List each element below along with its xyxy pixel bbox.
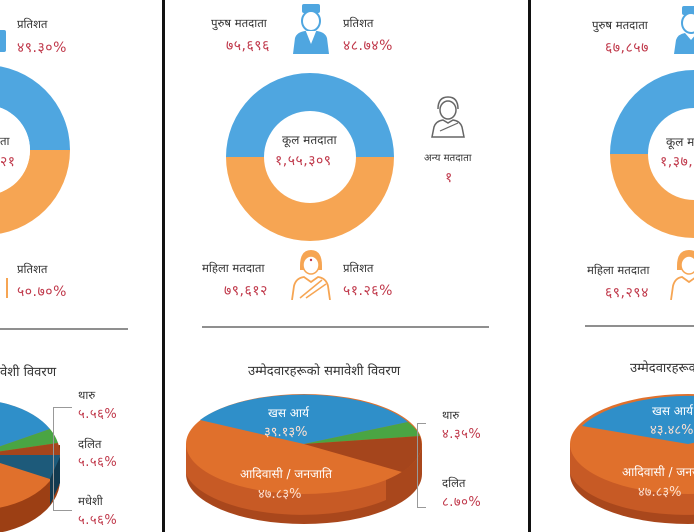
total-voters-label: कूल मतदाता [282, 133, 337, 147]
inclusion-title: वेशी विवरण [0, 365, 57, 380]
other-voters-label: अन्य मतदाता [424, 153, 472, 164]
panel-left: प्रतिशत ४९.३०% ता २१ प्रतिशत ५०.७०% वेशी… [0, 0, 163, 532]
female-voters-label: महिला मतदाता [202, 261, 265, 275]
callout-madhesi-value: ५.५६% [78, 513, 118, 528]
other-voters-count: १ [445, 170, 453, 186]
female-voter-icon [670, 250, 694, 300]
female-percent-label: प्रतिशत [17, 262, 48, 276]
callout-bracket [53, 407, 72, 511]
female-voters-count: ७९,६१२ [224, 283, 268, 299]
inclusion-pie-chart [570, 394, 694, 524]
inclusion-title: उम्मेदवारहरूको समावेशी विवरण [630, 361, 694, 376]
callout-tharu-label: थारु [78, 388, 96, 402]
slice-adivasi-value: ४७.८३% [258, 487, 302, 502]
total-voters-value: १,५५,३०९ [275, 153, 332, 169]
male-voter-icon [0, 30, 6, 52]
female-percent-value: ५१.२६% [343, 283, 393, 299]
slice-adivasi-label: आदिवासी / जनजाति [240, 467, 332, 481]
slice-khas-arya-value: ४३.४८% [650, 423, 694, 438]
female-percent-label: प्रतिशत [343, 261, 374, 275]
slice-dalit [304, 436, 422, 472]
female-voters-label: महिला मतदाता [587, 263, 650, 277]
other-voter-icon [431, 96, 465, 138]
male-voter-icon [674, 6, 694, 54]
female-slice [610, 154, 694, 238]
voter-donut-chart [0, 66, 70, 234]
section-divider [202, 326, 489, 328]
callout-tharu-label: थारु [442, 408, 460, 422]
male-slice [0, 66, 70, 150]
male-voter-icon [293, 4, 329, 54]
callout-tharu-value: ५.५६% [78, 407, 118, 422]
section-divider [585, 325, 694, 327]
slice-khas-arya [582, 395, 694, 444]
male-voters-label: पुरुष मतदाता [592, 18, 648, 32]
male-voters-label: पुरुष मतदाता [211, 16, 267, 30]
total-voters-label: कूल मतदाता [666, 135, 694, 149]
male-percent-value: ४९.३०% [17, 40, 67, 56]
inclusion-pie-chart [186, 394, 422, 524]
callout-dalit-label: दलित [78, 437, 102, 451]
slice-khas-arya-label: खस आर्य [268, 406, 309, 420]
callout-madhesi-label: मधेशी [78, 494, 103, 508]
panel-divider [162, 0, 165, 532]
male-voters-count: ६७,८५७ [605, 40, 649, 56]
callout-dalit-value: ५.५६% [78, 455, 118, 470]
panel-center: पुरुष मतदाता ७५,६९६ प्रतिशत ४८.७४% कूल म… [166, 0, 528, 532]
male-voters-count: ७५,६९६ [226, 38, 270, 54]
slice-khas-arya [200, 394, 408, 444]
callout-dalit-label: दलित [442, 476, 466, 490]
slice-adivasi-value: ४७.८३% [638, 485, 682, 500]
slice-tharu [304, 422, 420, 444]
callout-bracket [417, 423, 426, 508]
female-voter-icon [0, 278, 8, 298]
male-percent-label: प्रतिशत [17, 17, 48, 31]
female-slice [0, 150, 70, 234]
inclusion-title: उम्मेदवारहरूको समावेशी विवरण [248, 364, 401, 379]
slice-khas-arya-value: ३९.१३% [264, 425, 308, 440]
panel-right: पुरुष मतदाता ६७,८५७ कूल मतदाता १,३७,… मह… [532, 0, 694, 532]
female-voter-icon [291, 250, 331, 300]
female-voters-count: ६९,२९४ [605, 285, 649, 301]
male-percent-label: प्रतिशत [343, 16, 374, 30]
total-voters-value: २१ [0, 154, 16, 170]
total-voters-label: ता [0, 134, 10, 148]
section-divider [0, 328, 128, 330]
male-percent-value: ४८.७४% [343, 38, 393, 54]
male-slice [610, 70, 694, 154]
slice-adivasi-label: आदिवासी / जनजाति [622, 465, 694, 479]
panel-divider [528, 0, 531, 532]
voter-donut-chart [610, 70, 694, 238]
total-voters-value: १,३७,… [660, 154, 694, 170]
callout-tharu-value: ४.३५% [442, 427, 482, 442]
inclusion-pie-chart [0, 402, 61, 532]
slice-khas-arya-label: खस आर्य [652, 404, 693, 418]
callout-dalit-value: ८.७०% [442, 495, 482, 510]
female-percent-value: ५०.७०% [17, 284, 67, 300]
voter-donut-chart [226, 73, 394, 241]
